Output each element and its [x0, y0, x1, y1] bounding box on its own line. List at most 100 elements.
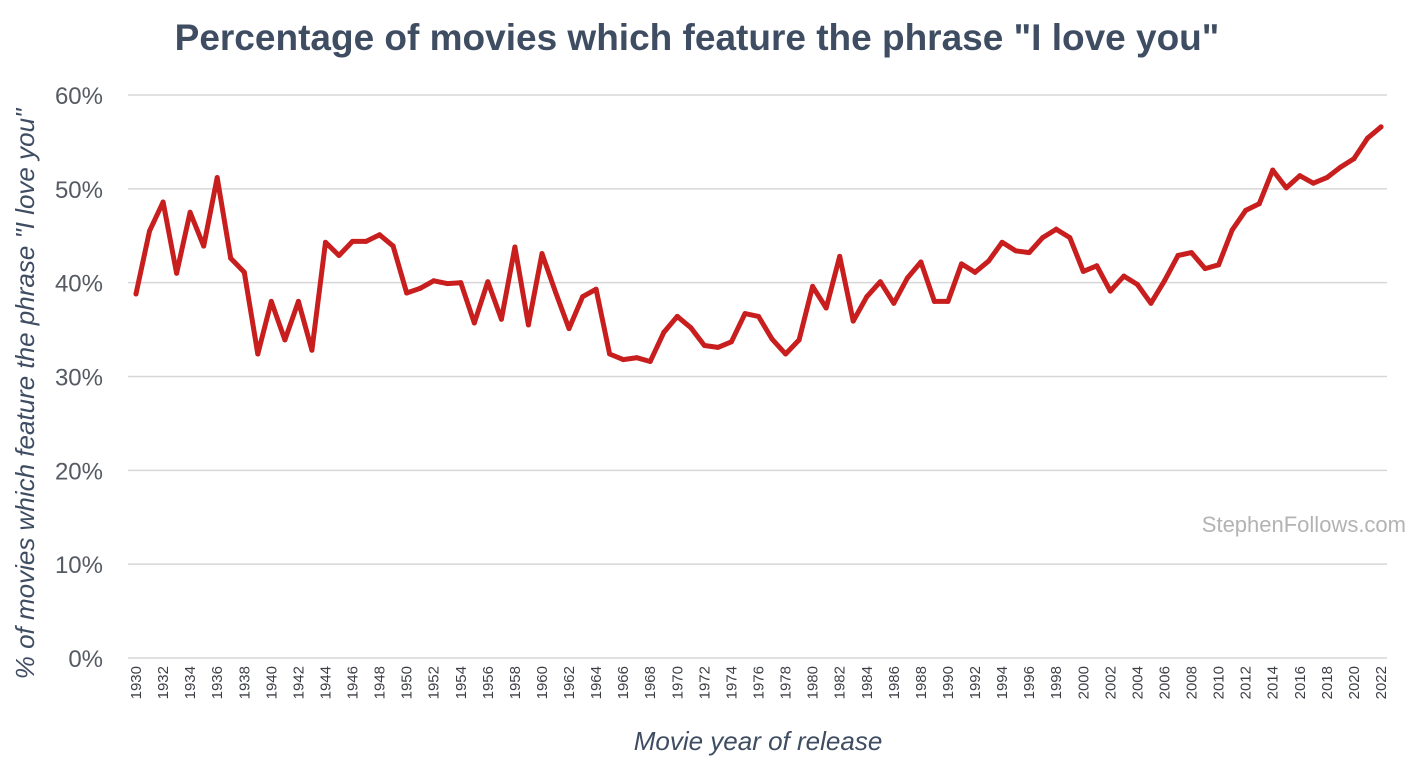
chart-title: Percentage of movies which feature the p…: [175, 17, 1220, 58]
data-point: [268, 298, 274, 304]
data-point: [1378, 124, 1384, 130]
watermark: StephenFollows.com: [1202, 512, 1406, 537]
data-point: [241, 269, 247, 275]
data-point: [553, 289, 559, 295]
data-point: [214, 175, 220, 181]
x-tick-label: 1970: [669, 666, 686, 699]
x-tick-label: 1990: [940, 666, 957, 699]
data-point: [525, 322, 531, 328]
data-point: [255, 351, 261, 357]
x-tick-label: 1974: [723, 666, 740, 699]
y-axis-label: % of movies which feature the phrase "I …: [10, 107, 40, 679]
data-point: [309, 347, 315, 353]
x-tick-label: 1950: [399, 666, 416, 699]
data-point: [363, 238, 369, 244]
data-point: [1216, 262, 1222, 268]
data-point: [1094, 263, 1100, 269]
data-point: [471, 320, 477, 326]
x-tick-label: 1942: [290, 666, 307, 699]
data-point: [336, 252, 342, 258]
data-point: [1107, 288, 1113, 294]
x-tick-label: 2010: [1211, 666, 1228, 699]
data-point: [1148, 300, 1154, 306]
gridlines: [128, 94, 1387, 659]
data-point: [512, 244, 518, 250]
x-axis-ticks: 1930 1932 1934 1936 1938 1940 1942 1944 1946 1948…: [128, 666, 1390, 699]
x-tick-label: 1978: [778, 666, 795, 699]
data-point: [228, 255, 234, 261]
data-point: [958, 261, 964, 267]
data-point: [1175, 252, 1181, 258]
x-tick-label: 2002: [1102, 666, 1119, 699]
data-point: [647, 358, 653, 364]
data-point: [1364, 135, 1370, 141]
data-point: [1256, 201, 1262, 207]
data-point: [160, 199, 166, 205]
x-tick-label: 1998: [1048, 666, 1065, 699]
x-tick-label: 1988: [913, 666, 930, 699]
data-point: [634, 355, 640, 361]
data-point: [1013, 248, 1019, 254]
x-tick-label: 1936: [209, 666, 226, 699]
x-tick-label: 1964: [588, 666, 605, 699]
y-tick-label: 40%: [55, 271, 103, 298]
x-tick-label: 1994: [994, 666, 1011, 699]
y-tick-label: 20%: [55, 458, 103, 485]
data-point: [769, 336, 775, 342]
data-point: [1337, 164, 1343, 170]
x-tick-label: 2016: [1292, 666, 1309, 699]
data-point: [404, 290, 410, 296]
x-tick-label: 1952: [426, 666, 443, 699]
data-point: [1189, 250, 1195, 256]
x-tick-label: 1934: [182, 666, 199, 699]
data-point: [350, 238, 356, 244]
data-point: [1202, 266, 1208, 272]
x-tick-label: 1938: [236, 666, 253, 699]
data-point: [1080, 268, 1086, 274]
x-tick-label: 1982: [832, 666, 849, 699]
x-tick-label: 2004: [1129, 666, 1146, 699]
data-point: [607, 351, 613, 357]
data-point: [377, 232, 383, 238]
data-point: [715, 344, 721, 350]
x-axis-label: Movie year of release: [634, 726, 883, 756]
data-point: [891, 300, 897, 306]
data-point: [796, 337, 802, 343]
data-point: [295, 298, 301, 304]
data-point: [810, 283, 816, 289]
data-point: [1067, 235, 1073, 241]
x-tick-label: 1958: [507, 666, 524, 699]
data-point: [661, 329, 667, 335]
y-tick-label: 30%: [55, 365, 103, 392]
data-point: [864, 294, 870, 300]
data-point: [282, 337, 288, 343]
data-point: [1161, 278, 1167, 284]
data-point: [1324, 175, 1330, 181]
data-point: [417, 285, 423, 291]
y-tick-label: 60%: [55, 83, 103, 110]
data-point: [674, 313, 680, 319]
x-tick-label: 1992: [967, 666, 984, 699]
data-point: [147, 228, 153, 234]
x-tick-label: 2006: [1156, 666, 1173, 699]
x-tick-label: 2000: [1075, 666, 1092, 699]
data-point: [701, 343, 707, 349]
data-points: [133, 124, 1384, 364]
data-point: [1283, 185, 1289, 191]
x-tick-label: 1976: [751, 666, 768, 699]
data-point: [1243, 207, 1249, 213]
data-point: [972, 269, 978, 275]
x-tick-label: 1944: [317, 666, 334, 699]
x-tick-label: 1946: [345, 666, 362, 699]
data-point: [1270, 167, 1276, 173]
data-point: [444, 281, 450, 287]
data-point: [999, 239, 1005, 245]
data-point: [918, 259, 924, 265]
data-point: [566, 326, 572, 332]
data-point: [783, 351, 789, 357]
data-point: [1310, 180, 1316, 186]
data-point: [593, 286, 599, 292]
data-point: [498, 316, 504, 322]
data-point: [485, 279, 491, 285]
